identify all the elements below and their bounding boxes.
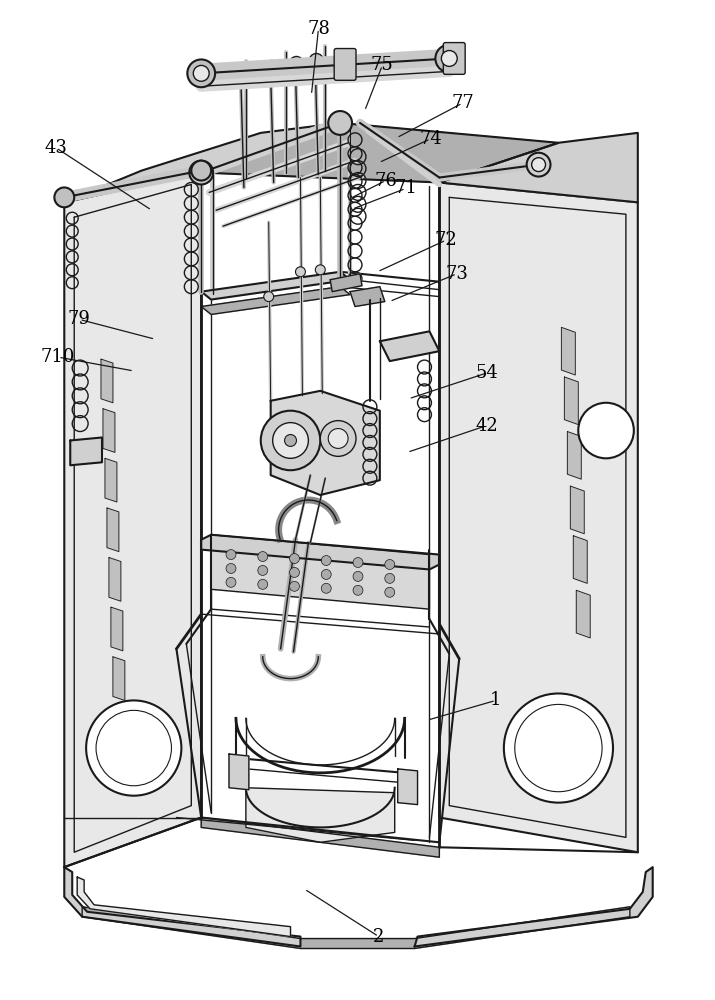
Circle shape bbox=[272, 423, 308, 458]
Polygon shape bbox=[64, 867, 300, 947]
Circle shape bbox=[321, 556, 331, 565]
Polygon shape bbox=[571, 486, 584, 534]
Polygon shape bbox=[70, 437, 102, 465]
Circle shape bbox=[328, 111, 352, 135]
Circle shape bbox=[264, 292, 274, 302]
Polygon shape bbox=[201, 535, 439, 569]
Polygon shape bbox=[561, 327, 576, 375]
Polygon shape bbox=[113, 657, 125, 700]
Text: 2: 2 bbox=[373, 928, 385, 946]
Polygon shape bbox=[573, 536, 587, 583]
Circle shape bbox=[321, 583, 331, 593]
Text: 77: 77 bbox=[451, 94, 474, 112]
Text: 73: 73 bbox=[445, 265, 468, 283]
Polygon shape bbox=[211, 535, 430, 609]
Polygon shape bbox=[415, 867, 653, 947]
Circle shape bbox=[353, 585, 363, 595]
Circle shape bbox=[527, 153, 551, 177]
Circle shape bbox=[290, 567, 300, 577]
Circle shape bbox=[328, 429, 348, 448]
Circle shape bbox=[261, 411, 320, 470]
Circle shape bbox=[353, 571, 363, 581]
Circle shape bbox=[54, 187, 74, 207]
Polygon shape bbox=[439, 182, 638, 852]
Circle shape bbox=[285, 435, 297, 446]
Circle shape bbox=[226, 564, 236, 573]
Circle shape bbox=[321, 569, 331, 579]
FancyBboxPatch shape bbox=[443, 43, 465, 74]
Circle shape bbox=[226, 550, 236, 560]
Polygon shape bbox=[246, 788, 395, 842]
Circle shape bbox=[353, 558, 363, 567]
Text: 1: 1 bbox=[490, 691, 502, 709]
Circle shape bbox=[441, 51, 457, 66]
Polygon shape bbox=[77, 877, 290, 937]
Circle shape bbox=[235, 66, 249, 80]
Circle shape bbox=[226, 577, 236, 587]
Text: 71: 71 bbox=[394, 179, 417, 197]
Polygon shape bbox=[271, 391, 380, 495]
Text: 76: 76 bbox=[375, 172, 398, 190]
Circle shape bbox=[290, 581, 300, 591]
Text: 75: 75 bbox=[371, 56, 394, 74]
Polygon shape bbox=[64, 173, 201, 867]
Polygon shape bbox=[109, 558, 121, 601]
Circle shape bbox=[258, 565, 267, 575]
Text: 74: 74 bbox=[419, 130, 442, 148]
Polygon shape bbox=[229, 754, 249, 790]
Text: 72: 72 bbox=[435, 231, 458, 249]
Polygon shape bbox=[111, 607, 123, 651]
Circle shape bbox=[504, 693, 613, 803]
Polygon shape bbox=[82, 907, 630, 948]
Polygon shape bbox=[568, 432, 581, 479]
Polygon shape bbox=[576, 590, 590, 638]
Circle shape bbox=[189, 161, 213, 184]
Circle shape bbox=[578, 403, 633, 458]
Circle shape bbox=[192, 161, 211, 181]
Polygon shape bbox=[64, 123, 340, 202]
Circle shape bbox=[295, 267, 305, 277]
Circle shape bbox=[265, 60, 279, 74]
FancyBboxPatch shape bbox=[334, 49, 356, 80]
Circle shape bbox=[290, 554, 300, 564]
Polygon shape bbox=[201, 818, 439, 857]
Polygon shape bbox=[564, 377, 578, 425]
Polygon shape bbox=[105, 458, 117, 502]
Circle shape bbox=[86, 700, 182, 796]
Circle shape bbox=[385, 560, 395, 569]
Circle shape bbox=[310, 53, 323, 67]
Circle shape bbox=[315, 265, 325, 275]
Polygon shape bbox=[107, 508, 119, 552]
Text: 79: 79 bbox=[68, 310, 91, 328]
Text: 78: 78 bbox=[307, 20, 330, 38]
Text: 42: 42 bbox=[475, 417, 498, 435]
Polygon shape bbox=[101, 359, 113, 403]
Circle shape bbox=[258, 579, 267, 589]
Polygon shape bbox=[201, 123, 558, 182]
Circle shape bbox=[385, 573, 395, 583]
Circle shape bbox=[187, 59, 215, 87]
Polygon shape bbox=[380, 331, 439, 361]
Circle shape bbox=[435, 45, 463, 72]
Circle shape bbox=[320, 421, 356, 456]
Circle shape bbox=[532, 158, 546, 172]
Circle shape bbox=[193, 65, 209, 81]
Polygon shape bbox=[201, 287, 350, 314]
Polygon shape bbox=[398, 769, 418, 805]
Circle shape bbox=[385, 587, 395, 597]
Circle shape bbox=[258, 552, 267, 562]
Circle shape bbox=[290, 56, 303, 70]
Polygon shape bbox=[330, 274, 362, 292]
Text: 710: 710 bbox=[41, 348, 75, 366]
Text: 43: 43 bbox=[44, 139, 67, 157]
Polygon shape bbox=[439, 133, 638, 202]
Polygon shape bbox=[201, 272, 350, 300]
Polygon shape bbox=[103, 409, 115, 452]
Polygon shape bbox=[350, 287, 385, 307]
Text: 54: 54 bbox=[475, 364, 498, 382]
